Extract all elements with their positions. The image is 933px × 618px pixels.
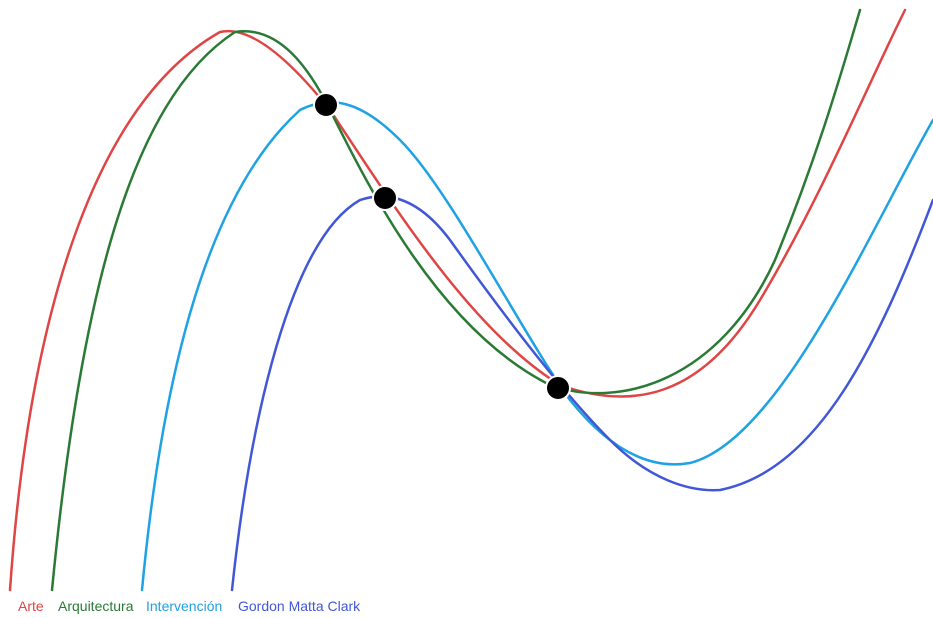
curve-arte: [8, 8, 907, 592]
label-arquitectura: Arquitectura: [58, 598, 134, 614]
intersection-node-1: [313, 92, 339, 118]
curve-gmc: [230, 195, 933, 592]
label-intervencion: Intervención: [146, 598, 222, 614]
intersection-node-2: [372, 185, 398, 211]
curve-arquitectura: [50, 8, 862, 592]
intersection-node-3: [545, 375, 571, 401]
label-gmc: Gordon Matta Clark: [238, 598, 361, 614]
curve-intervencion: [140, 101, 933, 592]
label-arte: Arte: [18, 598, 44, 614]
